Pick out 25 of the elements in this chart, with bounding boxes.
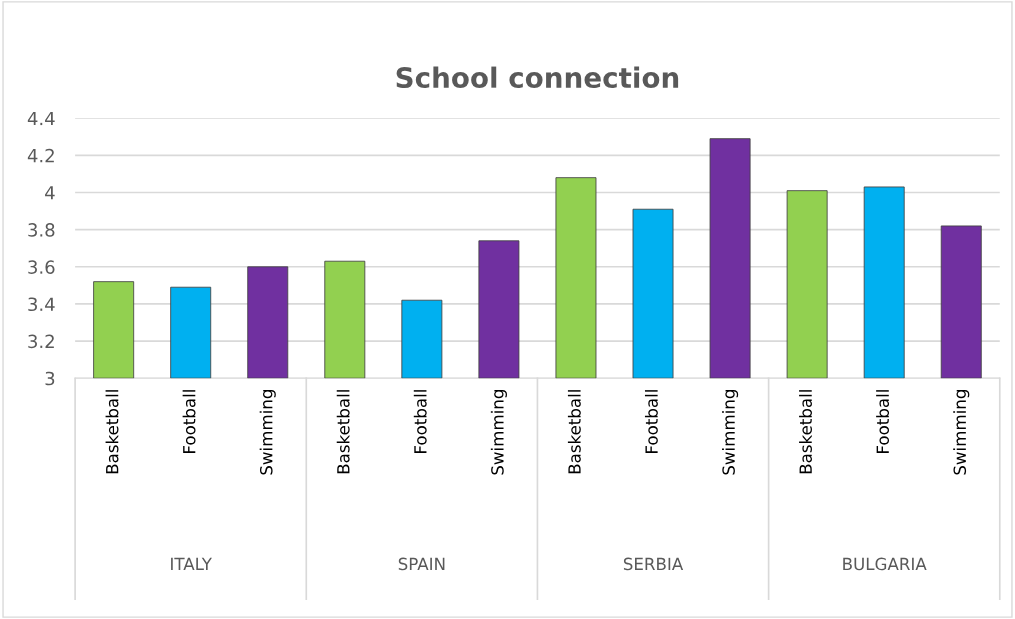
y-tick-label: 4: [45, 186, 55, 200]
x-tick-label: Basketball: [567, 390, 581, 474]
x-tick-label: Basketball: [336, 390, 350, 474]
x-tick-label: Basketball: [105, 390, 119, 474]
x-tick-label: Football: [413, 390, 427, 453]
x-tick-label: Swimming: [259, 390, 276, 475]
y-tick-label: 4.4: [27, 111, 55, 126]
x-tick-label: Swimming: [953, 390, 970, 475]
text: BULGARIA: [843, 557, 927, 571]
x-tick-label: Basketball: [799, 390, 812, 474]
x-tick-label: Football: [644, 390, 658, 453]
y-tick-label: 3.8: [28, 223, 55, 237]
y-tick-label: 3.2: [28, 334, 54, 349]
text: SPAIN: [398, 557, 445, 571]
x-tick-label: Swimming: [490, 390, 507, 475]
chart-title: School connection: [396, 66, 679, 89]
y-tick-label: 3.6: [28, 260, 55, 274]
text: ITALY: [171, 557, 212, 570]
x-tick-label: Football: [182, 390, 196, 453]
y-tick-label: 3: [45, 371, 55, 386]
x-tick-label: Swimming: [722, 390, 739, 475]
x-tick-label: Football: [876, 390, 890, 453]
text: SERBIA: [623, 557, 684, 571]
y-tick-label: 4.2: [27, 148, 54, 163]
y-tick-label: 3.4: [28, 297, 55, 312]
